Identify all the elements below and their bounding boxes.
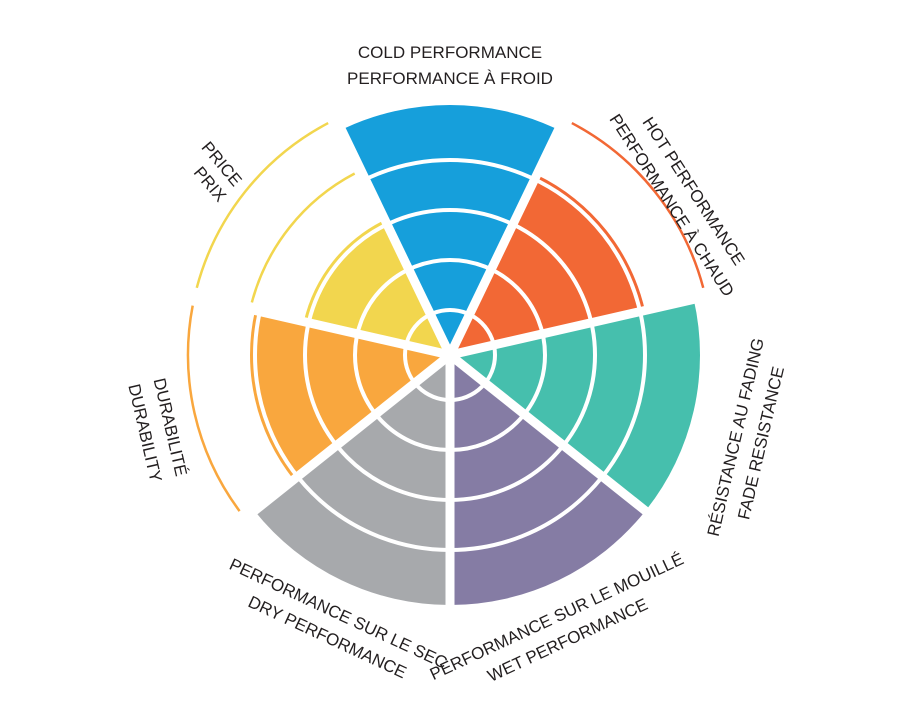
label-cold: COLD PERFORMANCE PERFORMANCE À FROID	[347, 43, 553, 88]
wedge-separator	[166, 286, 452, 360]
wedge-durability	[250, 310, 450, 480]
wedge-separator	[445, 91, 580, 357]
outline-arc	[571, 121, 705, 289]
wedge-separator	[448, 286, 734, 360]
wedge-fade-resistance	[450, 299, 701, 511]
label-price: PRICE PRIX	[190, 138, 246, 206]
label-durability: DURABILITÉ DURABILITY	[124, 376, 190, 484]
wedge-price	[303, 219, 450, 355]
wedges	[166, 91, 734, 645]
wedge-hot-performance	[450, 174, 645, 355]
outline-arc	[250, 172, 356, 303]
label-cold-en: COLD PERFORMANCE	[358, 43, 542, 62]
label-fade: RÉSISTANCE AU FADING FADE RESISTANCE	[704, 336, 788, 538]
wedge-separator	[220, 351, 453, 540]
outline-arc	[195, 121, 329, 289]
outline-arc	[186, 305, 241, 512]
label-cold-fr: PERFORMANCE À FROID	[347, 69, 553, 88]
wedge-separator	[447, 351, 680, 540]
wedge-separator	[320, 91, 455, 357]
